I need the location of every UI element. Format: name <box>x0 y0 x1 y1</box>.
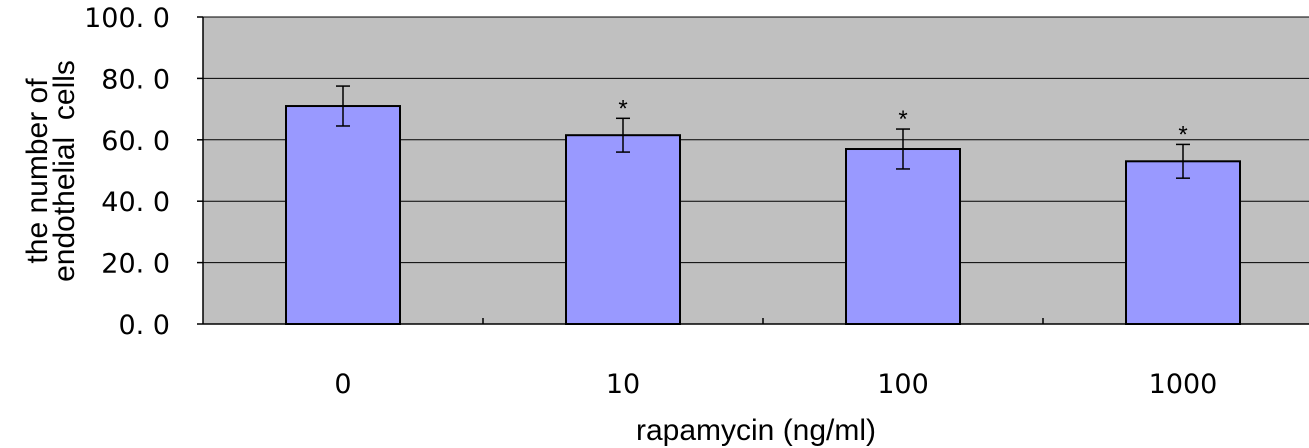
y-axis-title-line-2: endothelial cells <box>48 60 81 282</box>
y-tick-label: 0. 0 <box>118 310 170 341</box>
y-tick-label: 100. 0 <box>84 3 170 34</box>
y-tick-label: 20. 0 <box>101 249 170 280</box>
bars <box>285 105 1241 325</box>
significance-star: * <box>1178 121 1187 148</box>
x-tick-label: 1000 <box>1149 369 1218 400</box>
x-tick-label: 10 <box>606 369 640 400</box>
bar <box>565 134 681 325</box>
bar <box>1125 160 1241 325</box>
y-tick-label: 40. 0 <box>101 187 170 218</box>
significance-star: * <box>898 106 907 133</box>
y-axis-title-line-1: the number of <box>21 78 54 264</box>
y-axis-ticks: 0. 0 20. 0 40. 0 60. 0 80. 0 100. 0 <box>84 3 203 341</box>
bar <box>845 148 961 325</box>
significance-star: * <box>618 95 627 122</box>
y-tick-label: 60. 0 <box>101 126 170 157</box>
error-bars <box>336 85 1190 179</box>
x-axis-title: rapamycin (ng/ml) <box>636 414 876 447</box>
significance-markers: * * * <box>618 95 1187 148</box>
x-tick-label: 0 <box>334 369 351 400</box>
x-tick-label: 100 <box>877 369 929 400</box>
x-axis-ticks: 0 10 100 1000 <box>334 318 1217 400</box>
y-axis-title: the number of endothelial cells <box>21 60 81 282</box>
bar <box>285 105 401 325</box>
y-tick-label: 80. 0 <box>101 64 170 95</box>
